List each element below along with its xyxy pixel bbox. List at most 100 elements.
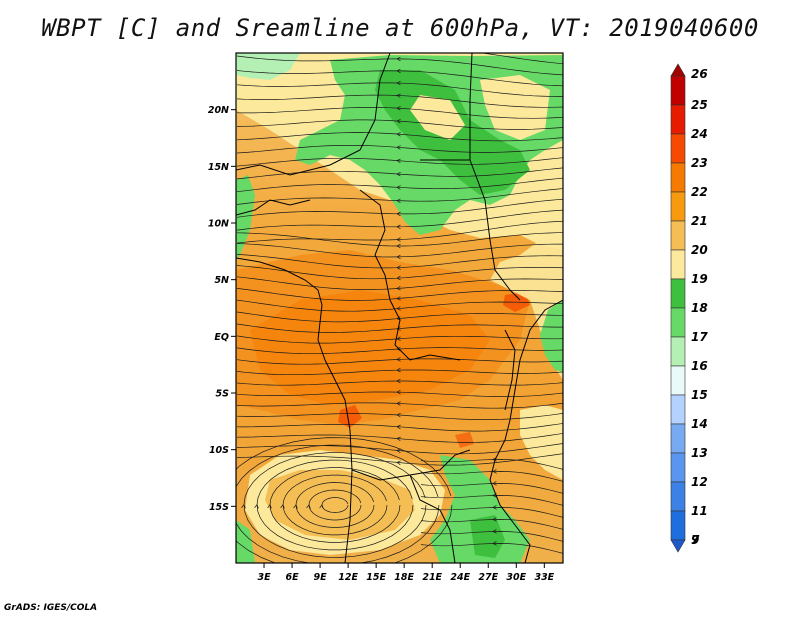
streamline [236,402,563,409]
colorbar-label: 11 [691,504,708,518]
colorbar-label: 16 [691,359,708,373]
lat-tick-label: 15N [208,162,229,173]
shading-north-yellow-patch [410,95,465,140]
streamline [236,265,563,280]
border-south [351,449,471,481]
streamline [236,443,563,455]
streamline-arrow [241,503,246,509]
lat-tick-label: 20N [208,105,229,116]
lat-tick-label: 15S [209,502,229,513]
streamline [236,119,563,130]
streamline-arrow [396,118,401,124]
streamline [236,144,563,154]
colorbar-label: 17 [691,330,708,344]
streamline-arrow [492,457,497,462]
lon-tick-label: 3E [257,572,271,583]
lon-tick-label: 30E [506,572,526,583]
colorbar-swatch [670,365,686,396]
lon-tick-label: 24E [450,572,470,583]
colorbar-swatch [670,510,686,541]
streamline-arrow [396,243,401,249]
border-lake-chad [359,189,391,301]
colorbar-label: 18 [691,301,708,315]
streamline [236,220,563,244]
longitude-axis: 3E 6E 9E 12E 15E 18E 21E 24E 27E 30E 33E [257,563,555,583]
streamline-arrow [492,541,497,546]
streamline [236,243,563,258]
lon-tick-label: 18E [394,572,414,583]
streamline [236,157,563,167]
streamline [269,467,401,543]
streamline-arrow [396,254,401,260]
streamline [236,453,563,466]
wbpt-shading [236,53,563,563]
colorbar-swatch [670,75,686,106]
shading-hot-spot-3 [455,432,474,448]
lon-tick-label: 6E [286,572,300,583]
colorbar-cap-top [670,63,686,77]
streamline-arrow [396,158,401,163]
colorbar: 26 25 24 23 22 21 20 19 18 17 16 15 14 13 12 11 97 [670,63,708,553]
colorbar-swatch [670,481,686,512]
streamline [236,358,563,365]
streamline [236,167,563,180]
colorbar-swatch [670,307,686,338]
streamline-arrow [396,171,401,177]
streamline-arrow [396,286,401,291]
streamline [236,311,563,323]
streamline [236,433,563,443]
streamline-arrow [396,389,401,395]
colorbar-label: 26 [691,67,708,81]
chart-title: WBPT [C] and Sreamline at 600hPa, VT: 20… [41,14,759,42]
streamline [256,459,414,551]
border-sahel [236,53,391,176]
streamline-arrow [396,306,401,311]
streamline [295,482,375,528]
streamline [236,107,563,119]
streamline [236,254,563,269]
lon-tick-label: 9E [314,572,328,583]
streamline-arrow [396,424,401,430]
streamline-arrow [492,505,497,510]
colorbar-label: 22 [691,185,708,199]
streamline-arrow [492,529,497,534]
border-northwest [236,199,311,216]
colorbar-cap-bottom [670,539,686,553]
streamline-arrow [396,401,401,406]
colorbar-label: 25 [691,98,708,112]
coastline-west [236,257,353,563]
streamline-arrow [396,56,401,62]
streamline [236,444,440,563]
streamline-arrow [396,211,401,217]
streamline-arrow [396,132,401,137]
colorbar-swatch [670,249,686,280]
streamline [236,132,563,142]
streamline [236,82,563,97]
lat-tick-label: EQ [214,332,229,343]
streamline [236,369,563,376]
streamline-arrow [397,45,401,49]
streamline-arrow [396,275,401,281]
streamline [236,188,563,205]
lon-tick-label: 21E [422,572,442,583]
streamline-arrow [396,367,401,373]
streamline [236,391,563,397]
streamline-arrow [396,460,401,465]
streamline-arrow [396,336,401,341]
streamline [236,198,563,218]
streamline-arrow [396,412,401,418]
streamline-arrow [396,198,401,203]
grads-credit: GrADS: IGES/COLA [4,603,98,613]
colorbar-label: 7 [691,533,700,547]
streamline-arrow [396,265,401,270]
streamline-arrow [396,346,401,352]
streamline-arrow [396,296,401,301]
border-sudan [420,53,473,161]
streamline-arrow [396,80,401,86]
streamline-arrow [396,93,401,98]
streamline [243,452,427,558]
colorbar-label: 14 [691,417,708,431]
streamline-arrow [396,448,401,453]
colorbar-swatch [670,452,686,483]
